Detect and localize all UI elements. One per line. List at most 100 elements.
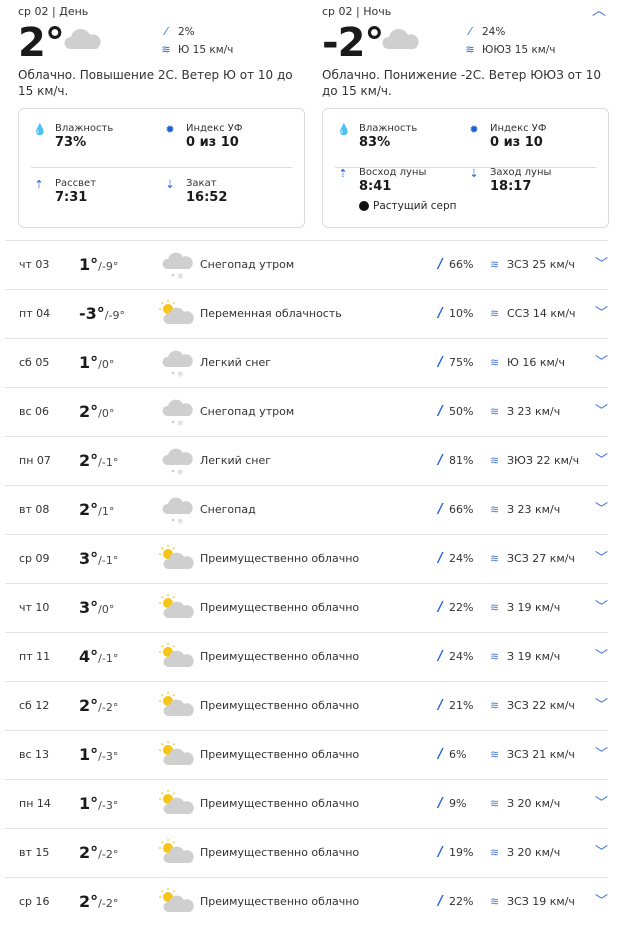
forecast-temperature: 4°/-1° [79, 633, 118, 683]
forecast-row[interactable]: ср 09 3°/-1° Преимущественно облачно / 2… [5, 534, 608, 583]
wind-icon: ≋ [490, 552, 500, 565]
partly-cloudy-icon [159, 643, 194, 667]
divider [335, 167, 596, 168]
forecast-date: вс 13 [19, 748, 50, 761]
low-temp: /1° [98, 505, 115, 518]
expand-chevron-down-icon[interactable]: ﹀ [595, 698, 609, 713]
wind-icon: ≋ [490, 797, 500, 810]
precipitation-icon: / [438, 796, 443, 811]
forecast-row[interactable]: сб 12 2°/-2° Преимущественно облачно / 2… [5, 681, 608, 730]
wind-icon: ≋ [490, 503, 500, 516]
forecast-date: чт 10 [19, 601, 50, 614]
forecast-wind: З 23 км/ч [507, 503, 561, 516]
uv-value: 0 из 10 [186, 135, 239, 150]
expand-chevron-down-icon[interactable]: ﹀ [595, 600, 609, 615]
forecast-temperature: -3°/-9° [79, 290, 125, 340]
partly-cloudy-icon [159, 888, 194, 912]
forecast-row[interactable]: пн 07 2°/-1° ❄ Легкий снег / 81% ≋ ЗЮЗ 2… [5, 436, 608, 485]
forecast-description: Преимущественно облачно [200, 601, 360, 614]
forecast-row[interactable]: сб 05 1°/0° ❄ Легкий снег / 75% ≋ Ю 16 к… [5, 338, 608, 387]
expand-chevron-down-icon[interactable]: ﹀ [595, 551, 609, 566]
uv-icon: ✹ [469, 123, 479, 136]
svg-text:❄: ❄ [177, 419, 184, 428]
wind-icon: ≋ [161, 43, 171, 56]
divider [31, 167, 292, 168]
forecast-temperature: 1°/-3° [79, 731, 118, 781]
forecast-row[interactable]: вт 08 2°/1° ❄ Снегопад / 66% ≋ З 23 км/ч… [5, 485, 608, 534]
forecast-description: Легкий снег [200, 454, 272, 467]
collapse-chevron-up-icon[interactable]: ︿ [592, 3, 606, 19]
expand-chevron-down-icon[interactable]: ﹀ [595, 649, 609, 664]
precipitation-icon: / [438, 502, 443, 517]
svg-text:❄: ❄ [177, 272, 184, 281]
current-day-section: ср 02 | День 2° ⁄ 2% ≋ Ю 15 км/ч Облачно. … [0, 0, 623, 240]
humidity-label: Влажность [359, 123, 418, 134]
moonrise-value: 8:41 [359, 179, 392, 194]
expand-chevron-down-icon[interactable]: ﹀ [595, 453, 609, 468]
expand-chevron-down-icon[interactable]: ﹀ [595, 502, 609, 517]
high-temp: 1° [79, 353, 99, 372]
low-temp: /-2° [98, 897, 119, 910]
expand-chevron-down-icon[interactable]: ﹀ [595, 257, 609, 272]
forecast-row[interactable]: вс 13 1°/-3° Преимущественно облачно / 6… [5, 730, 608, 779]
forecast-precip: 24% [449, 552, 474, 565]
forecast-row[interactable]: пт 11 4°/-1° Преимущественно облачно / 2… [5, 632, 608, 681]
forecast-row[interactable]: вс 06 2°/0° ❄ Снегопад утром / 50% ≋ З 2… [5, 387, 608, 436]
humidity-icon: 💧 [33, 123, 47, 136]
high-temp: 1° [79, 255, 99, 274]
sunset-value: 16:52 [186, 190, 228, 205]
expand-chevron-down-icon[interactable]: ﹀ [595, 894, 609, 909]
forecast-row[interactable]: пт 04 -3°/-9° Переменная облачность / 10… [5, 289, 608, 338]
partly-cloudy-icon [159, 692, 194, 716]
high-temp: 1° [79, 794, 99, 813]
wind-icon: ≋ [490, 405, 500, 418]
forecast-precip: 19% [449, 846, 474, 859]
forecast-precip: 22% [449, 601, 474, 614]
high-temp: 2° [79, 696, 99, 715]
moonset-label: Заход луны [490, 167, 552, 178]
precipitation-icon: / [438, 747, 443, 762]
moon-phase: Растущий серп [373, 200, 457, 212]
humidity-value: 73% [55, 135, 87, 150]
uv-label: Индекс УФ [186, 123, 243, 134]
expand-chevron-down-icon[interactable]: ﹀ [595, 404, 609, 419]
low-temp: /0° [98, 407, 115, 420]
day-header: ср 02 | День [18, 5, 89, 18]
wind-icon: ≋ [490, 601, 500, 614]
expand-chevron-down-icon[interactable]: ﹀ [595, 306, 609, 321]
expand-chevron-down-icon[interactable]: ﹀ [595, 355, 609, 370]
expand-chevron-down-icon[interactable]: ﹀ [595, 796, 609, 811]
forecast-wind: ЗСЗ 21 км/ч [507, 748, 575, 761]
forecast-description: Преимущественно облачно [200, 846, 360, 859]
forecast-date: ср 16 [19, 895, 50, 908]
moon-phase-icon [359, 201, 369, 211]
forecast-row[interactable]: вт 15 2°/-2° Преимущественно облачно / 1… [5, 828, 608, 877]
forecast-temperature: 3°/0° [79, 584, 114, 634]
forecast-row[interactable]: чт 10 3°/0° Преимущественно облачно / 22… [5, 583, 608, 632]
forecast-precip: 66% [449, 258, 474, 271]
forecast-precip: 66% [449, 503, 474, 516]
forecast-row[interactable]: ср 16 2°/-2° Преимущественно облачно / 2… [5, 877, 608, 926]
partly-cloudy-icon [159, 839, 194, 863]
precipitation-icon: / [438, 845, 443, 860]
forecast-wind: ЗСЗ 25 км/ч [507, 258, 575, 271]
forecast-temperature: 2°/-2° [79, 829, 118, 879]
forecast-date: сб 12 [19, 699, 50, 712]
forecast-temperature: 2°/-2° [79, 682, 118, 732]
forecast-row[interactable]: чт 03 1°/-9° ❄ Снегопад утром / 66% ≋ ЗС… [5, 240, 608, 289]
precipitation-icon: ⁄ [469, 25, 471, 38]
low-temp: /0° [98, 603, 115, 616]
forecast-date: сб 05 [19, 356, 50, 369]
expand-chevron-down-icon[interactable]: ﹀ [595, 845, 609, 860]
forecast-row[interactable]: пн 14 1°/-3° Преимущественно облачно / 9… [5, 779, 608, 828]
forecast-description: Переменная облачность [200, 307, 342, 320]
forecast-precip: 81% [449, 454, 474, 467]
low-temp: /-1° [98, 456, 119, 469]
svg-text:❄: ❄ [177, 517, 184, 526]
forecast-temperature: 3°/-1° [79, 535, 118, 585]
precipitation-icon: / [438, 306, 443, 321]
wind-icon: ≋ [490, 748, 500, 761]
snow-icon: ❄ [162, 350, 193, 379]
expand-chevron-down-icon[interactable]: ﹀ [595, 747, 609, 762]
forecast-temperature: 1°/-9° [79, 241, 118, 291]
